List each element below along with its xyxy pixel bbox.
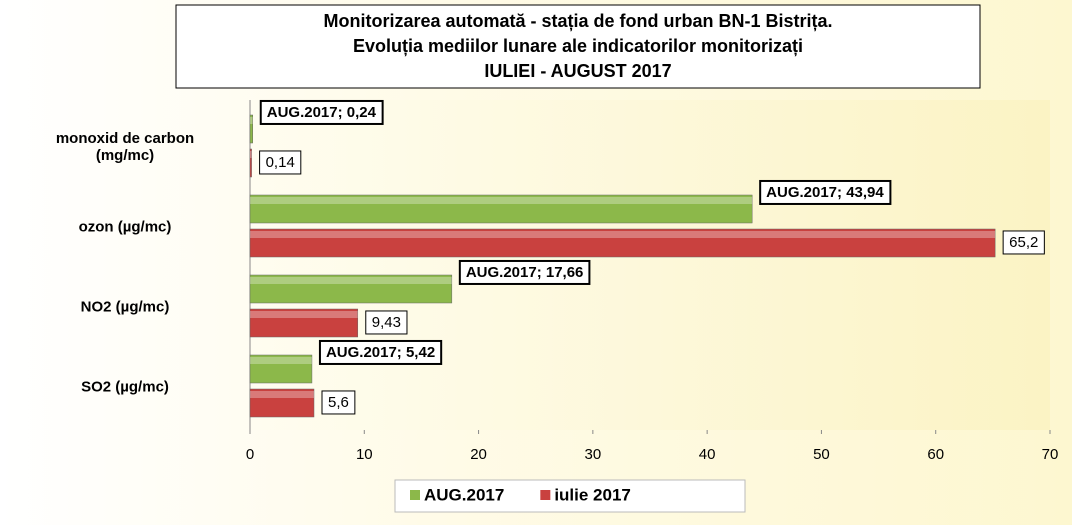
data-label-box	[1002, 230, 1045, 255]
data-label: AUG.2017; 17,66	[466, 264, 584, 281]
bar	[249, 308, 359, 338]
x-tick-label: 40	[699, 446, 716, 463]
x-tick-label: 30	[585, 446, 602, 463]
bar-highlight	[250, 357, 312, 364]
data-label-box	[458, 259, 591, 285]
data-label-box	[759, 179, 892, 205]
y-tick-label: ozon (µg/mc)	[78, 218, 172, 236]
y-tick-label: monoxid de carbon (mg/mc)	[55, 130, 195, 164]
data-label-box	[365, 310, 408, 335]
bar	[249, 274, 453, 304]
x-tick-label: 70	[1042, 446, 1059, 463]
x-tick-label: 0	[246, 446, 254, 463]
bar-highlight	[250, 151, 252, 158]
bar-highlight	[250, 231, 996, 238]
data-label: 0,14	[266, 154, 295, 171]
chart-title: Monitorizarea automată - stația de fond …	[323, 11, 832, 31]
data-label: AUG.2017; 5,42	[326, 344, 435, 361]
bar	[249, 228, 996, 258]
bar-highlight	[250, 391, 314, 398]
chart-title: Evoluția mediilor lunare ale indicatoril…	[353, 36, 803, 56]
chart-title: IULIEI - AUGUST 2017	[484, 61, 671, 81]
x-tick-label: 10	[356, 446, 373, 463]
y-tick-label: NO2 (µg/mc)	[80, 298, 170, 316]
data-label-box	[321, 390, 356, 415]
data-label: 9,43	[372, 314, 401, 331]
x-tick-label: 50	[813, 446, 830, 463]
bar-highlight	[250, 197, 753, 204]
legend-box	[394, 479, 746, 513]
y-tick-label: SO2 (µg/mc)	[81, 378, 169, 396]
data-label: 5,6	[328, 394, 349, 411]
bar	[249, 354, 313, 384]
legend-swatch	[410, 490, 420, 500]
bar	[249, 148, 252, 178]
plot-area	[250, 100, 1050, 430]
bar	[249, 194, 753, 224]
data-label-box	[259, 150, 302, 175]
x-tick-label: 20	[470, 446, 487, 463]
title-box	[175, 4, 981, 89]
x-tick-label: 60	[927, 446, 944, 463]
data-label: AUG.2017; 43,94	[766, 184, 884, 201]
bar	[249, 114, 253, 144]
bar-highlight	[250, 311, 358, 318]
data-label-box	[318, 339, 443, 365]
data-label-box	[259, 99, 384, 125]
bar	[249, 388, 315, 418]
data-label: AUG.2017; 0,24	[267, 104, 377, 121]
bar-highlight	[250, 117, 253, 124]
legend-label: AUG.2017	[424, 485, 504, 504]
legend-label: iulie 2017	[554, 485, 631, 504]
data-label: 65,2	[1009, 234, 1038, 251]
legend-swatch	[540, 490, 551, 500]
bar-highlight	[250, 277, 452, 284]
